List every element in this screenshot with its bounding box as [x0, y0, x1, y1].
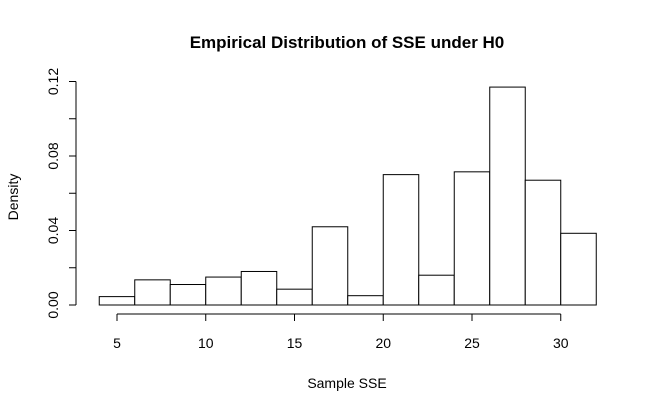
x-tick-label: 15: [287, 335, 303, 351]
histogram-bar-1: [98, 296, 136, 306]
histogram-bar-8: [347, 295, 384, 306]
x-tick-label: 5: [113, 335, 121, 351]
y-tick-label: 0.08: [45, 142, 61, 169]
chart-title: Empirical Distribution of SSE under H0: [190, 33, 505, 52]
histogram-bar-2: [134, 279, 171, 306]
histogram-bar-5: [240, 270, 278, 306]
y-axis-title: Density: [5, 174, 21, 221]
x-tick-label: 25: [464, 335, 480, 351]
histogram-bar-14: [560, 232, 597, 306]
y-tick-label: 0.00: [45, 291, 61, 318]
histogram-bar-6: [276, 288, 313, 306]
y-axis: 0.00 0.04 0.08 0.12: [45, 68, 77, 319]
histogram-bar-11: [453, 171, 491, 306]
y-tick-label: 0.12: [45, 68, 61, 95]
histogram-bars: [98, 86, 597, 306]
histogram-bar-3: [169, 284, 207, 306]
x-tick-label: 20: [375, 335, 391, 351]
x-tick-label: 10: [198, 335, 214, 351]
x-axis: 5 10 15 20 25 30: [113, 313, 569, 351]
histogram-bar-7: [311, 226, 349, 306]
histogram-bar-4: [205, 276, 242, 306]
y-tick-label: 0.04: [45, 217, 61, 244]
histogram-bar-10: [418, 274, 455, 306]
x-axis-title: Sample SSE: [307, 375, 386, 391]
histogram-bar-13: [524, 179, 562, 306]
x-tick-label: 30: [553, 335, 569, 351]
histogram-bar-9: [382, 174, 420, 306]
histogram-bar-12: [489, 86, 526, 306]
